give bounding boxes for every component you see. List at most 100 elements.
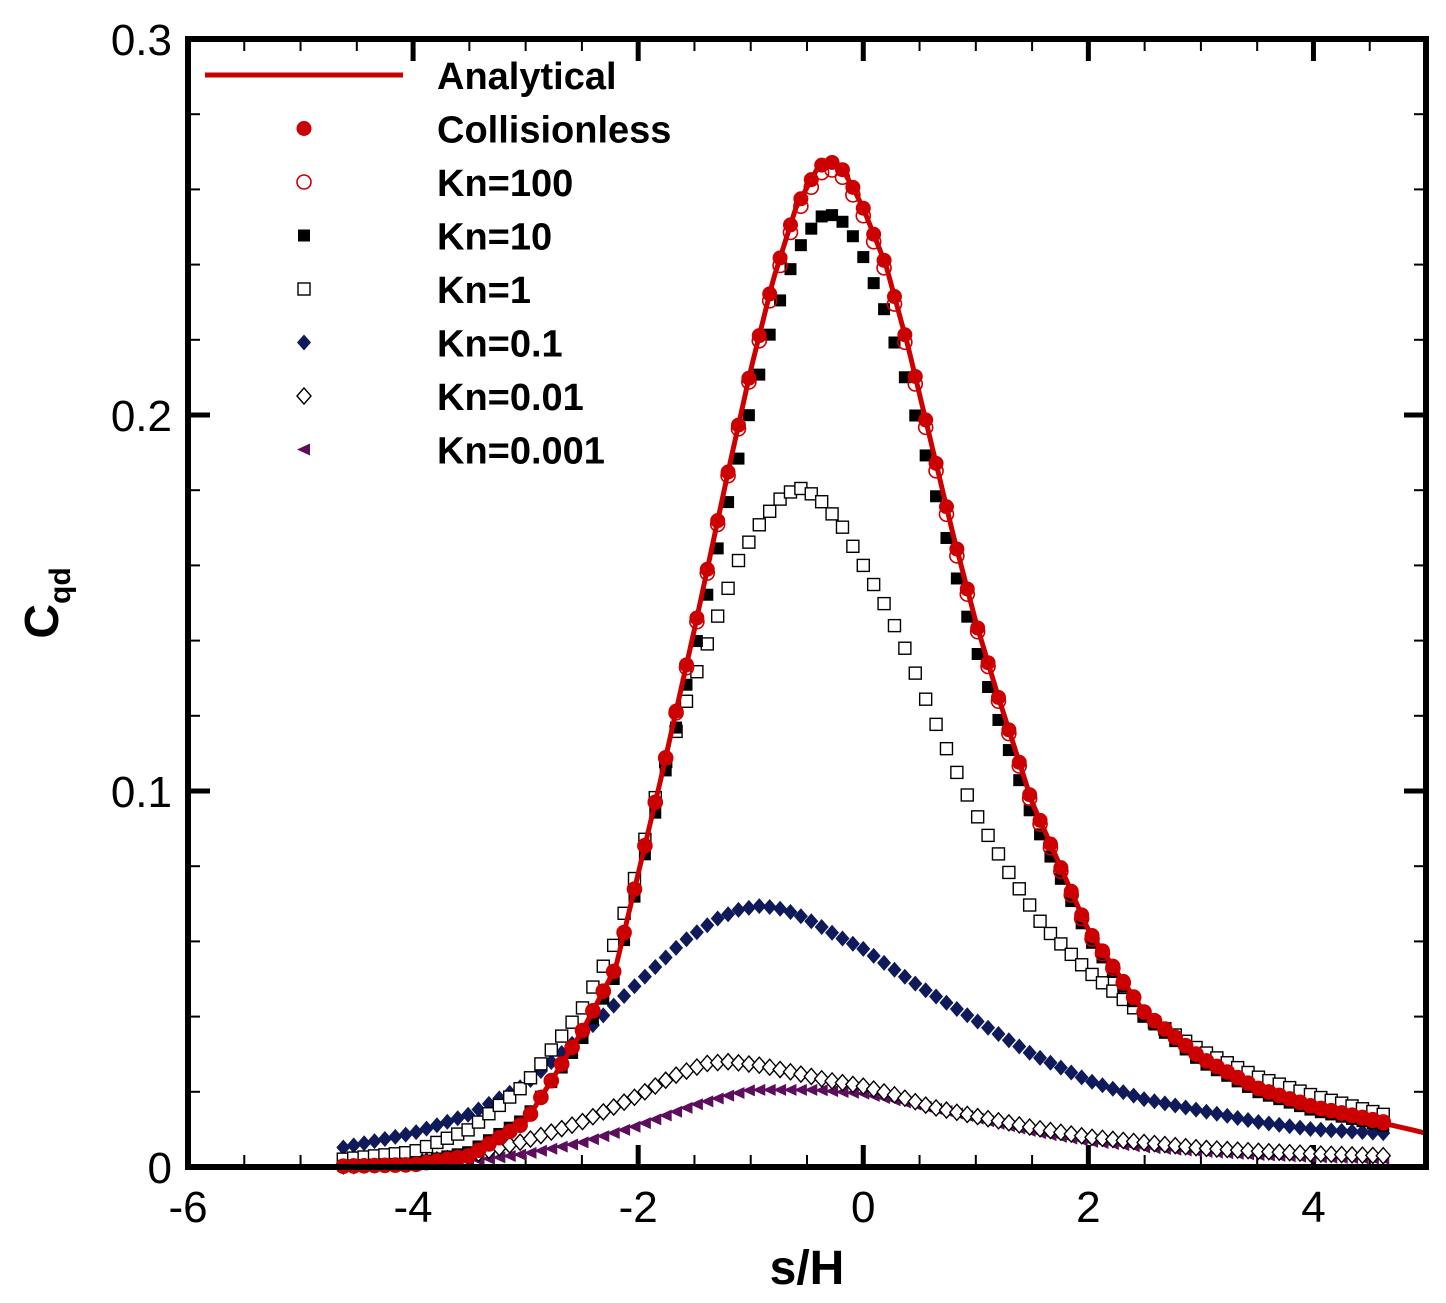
point-kn-10 <box>867 277 880 290</box>
point-kn-0-1 <box>1303 1120 1318 1137</box>
point-kn-10 <box>826 209 839 222</box>
point-kn-0-001 <box>523 1146 537 1159</box>
point-kn-0-1 <box>793 908 808 925</box>
point-kn-10 <box>898 371 911 384</box>
point-kn-0-1 <box>689 924 704 941</box>
point-kn-0-01 <box>1177 1137 1194 1156</box>
point-kn-10 <box>732 452 745 465</box>
point-kn-1 <box>710 609 725 623</box>
point-kn-0-01 <box>1094 1129 1111 1148</box>
point-kn-1 <box>1012 882 1026 896</box>
legend-label: Kn=10 <box>437 217 552 259</box>
point-kn-1 <box>866 577 881 592</box>
point-kn-10 <box>961 610 974 623</box>
point-kn-1 <box>554 1029 569 1043</box>
point-kn-1 <box>991 847 1006 861</box>
point-kn-1 <box>877 596 891 611</box>
legend-item-collisionless: Collisionless <box>296 110 671 152</box>
point-kn-10 <box>888 336 901 349</box>
point-kn-0-1 <box>929 988 944 1005</box>
point-kn-0-01 <box>1156 1135 1173 1154</box>
point-kn-0-001 <box>585 1133 599 1146</box>
point-kn-1 <box>752 518 766 532</box>
point-kn-0-01 <box>1260 1142 1277 1161</box>
point-kn-0-1 <box>1126 1087 1141 1104</box>
point-kn-0-01 <box>813 1069 830 1088</box>
point-kn-0-1 <box>949 1000 964 1017</box>
point-kn-1 <box>502 1090 517 1104</box>
point-kn-1 <box>565 1015 579 1029</box>
point-kn-0-01 <box>1011 1115 1028 1135</box>
point-kn-0-001 <box>700 1095 714 1108</box>
point-kn-0-01 <box>990 1111 1007 1130</box>
point-kn-10 <box>763 328 776 341</box>
point-kn-0-1 <box>1064 1064 1079 1081</box>
y-tick-label: 0 <box>148 1144 172 1193</box>
point-kn-0-1 <box>1095 1077 1110 1094</box>
point-kn-1 <box>471 1115 486 1129</box>
point-kn-10 <box>774 294 787 307</box>
point-kn-0-1 <box>377 1130 392 1147</box>
legend-swatch <box>298 229 310 242</box>
point-kn-10 <box>950 572 963 585</box>
point-kn-0-1 <box>1241 1112 1256 1129</box>
point-kn-0-001 <box>554 1140 568 1153</box>
point-kn-1 <box>1043 926 1058 941</box>
point-kn-0-1 <box>440 1113 455 1130</box>
point-kn-0-1 <box>357 1135 372 1152</box>
x-tick-label: -2 <box>619 1183 658 1232</box>
point-kn-1 <box>492 1098 507 1113</box>
point-kn-0-1 <box>627 978 642 995</box>
point-kn-0-01 <box>1375 1146 1392 1165</box>
point-kn-0-01 <box>1032 1119 1048 1138</box>
point-kn-1 <box>804 487 818 501</box>
point-kn-0-1 <box>471 1101 486 1118</box>
point-kn-10 <box>815 210 828 223</box>
legend-swatch <box>297 443 310 456</box>
point-kn-0-1 <box>1105 1080 1120 1097</box>
point-kn-1 <box>762 504 777 518</box>
legend-label: Kn=100 <box>437 163 573 205</box>
point-kn-0-01 <box>948 1103 965 1122</box>
point-kn-0-001 <box>648 1113 662 1126</box>
point-kn-0-1 <box>773 900 788 917</box>
y-axis-title: Cqd <box>16 567 77 638</box>
point-kn-1 <box>1054 937 1068 951</box>
point-kn-1 <box>1033 914 1047 928</box>
point-kn-0-001 <box>596 1130 610 1143</box>
point-kn-1 <box>825 507 839 521</box>
point-kn-0-1 <box>1053 1059 1068 1076</box>
point-kn-0-1 <box>970 1013 985 1030</box>
point-kn-0-001 <box>814 1084 828 1097</box>
analytical-layer <box>339 159 1427 1169</box>
point-kn-0-01 <box>1250 1142 1267 1161</box>
x-tick-label: 0 <box>851 1183 875 1232</box>
point-kn-0-001 <box>658 1109 672 1122</box>
point-kn-0-1 <box>1157 1095 1172 1112</box>
point-kn-1 <box>534 1057 548 1071</box>
point-kn-0-1 <box>450 1110 465 1127</box>
point-kn-10 <box>982 680 995 693</box>
point-kn-10 <box>919 449 932 462</box>
point-kn-1 <box>1074 958 1089 972</box>
point-kn-0-001 <box>565 1138 579 1151</box>
point-kn-0-001 <box>752 1083 766 1096</box>
point-kn-1 <box>544 1043 558 1057</box>
point-kn-0-1 <box>367 1133 382 1150</box>
series-analytical-line <box>339 159 1427 1169</box>
point-kn-0-001 <box>793 1083 807 1096</box>
point-kn-0-1 <box>835 930 850 947</box>
point-kn-10 <box>930 490 943 503</box>
legend-label: Kn=1 <box>437 270 531 312</box>
point-kn-10 <box>836 215 849 228</box>
point-kn-0-01 <box>751 1056 768 1075</box>
point-kn-0-1 <box>1074 1069 1089 1086</box>
point-kn-1 <box>981 828 995 843</box>
point-kn-0-1 <box>419 1120 434 1137</box>
point-kn-0-01 <box>730 1053 747 1072</box>
legend-item-kn-100: Kn=100 <box>296 163 573 205</box>
point-kn-0-01 <box>772 1060 789 1079</box>
point-kn-0-001 <box>710 1092 724 1105</box>
point-kn-0-01 <box>1021 1117 1038 1137</box>
point-kn-0-1 <box>1355 1124 1370 1141</box>
